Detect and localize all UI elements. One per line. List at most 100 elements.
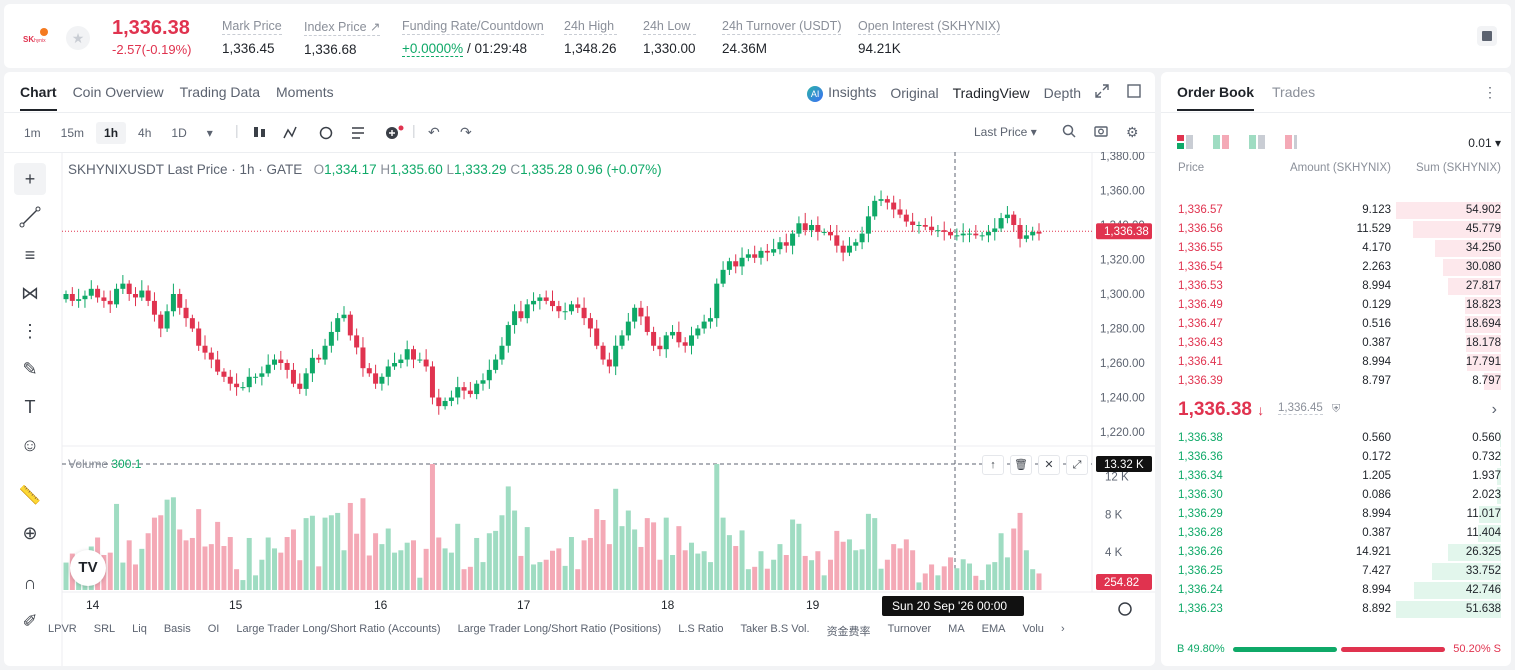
tab-coin-overview[interactable]: Coin Overview — [72, 84, 164, 100]
timeframe-1h[interactable]: 1h — [96, 122, 127, 144]
chevron-right-icon[interactable]: › — [1060, 623, 1065, 635]
bid-row[interactable]: 1,336.24 8.994 42.746 — [1161, 581, 1511, 600]
candle-body — [164, 311, 170, 329]
bid-row[interactable]: 1,336.29 8.994 11.017 — [1161, 505, 1511, 524]
bid-row[interactable]: 1,336.38 0.560 0.560 — [1161, 429, 1511, 448]
precision-select[interactable]: 0.01 ▾ — [1468, 136, 1501, 150]
indicator-ls-positions[interactable]: Large Trader Long/Short Ratio (Positions… — [457, 623, 662, 635]
ask-row[interactable]: 1,336.49 0.129 18.823 — [1161, 296, 1511, 315]
indicator-srl[interactable]: SRL — [93, 623, 116, 635]
stat-index-price[interactable]: Index Price ↗ 1,336.68 — [304, 19, 381, 57]
indicator-lpvr[interactable]: LPVR — [48, 623, 77, 635]
camera-icon[interactable] — [1094, 124, 1108, 141]
bid-row[interactable]: 1,336.26 14.921 26.325 — [1161, 543, 1511, 562]
indicator-ma[interactable]: MA — [948, 623, 965, 635]
indicator-volume[interactable]: Volu — [1022, 623, 1044, 635]
candles-icon[interactable] — [254, 127, 265, 137]
book-icon[interactable] — [1477, 26, 1497, 46]
indicator-ema[interactable]: EMA — [981, 623, 1006, 635]
price-type-select[interactable]: Last Price ▾ — [974, 125, 1037, 139]
window-icon[interactable] — [1127, 84, 1141, 101]
text-tool-icon[interactable]: T — [24, 397, 36, 417]
tab-trades[interactable]: Trades — [1272, 84, 1316, 100]
timeframe-4h[interactable]: 4h — [138, 126, 152, 140]
ask-row[interactable]: 1,336.56 11.529 45.779 — [1161, 220, 1511, 239]
timeframe-1m[interactable]: 1m — [24, 126, 41, 140]
layout-bids-icon[interactable] — [1213, 135, 1229, 149]
indicator-turnover[interactable]: Turnover — [887, 623, 932, 635]
indicator-ls-accounts[interactable]: Large Trader Long/Short Ratio (Accounts) — [236, 623, 441, 635]
tab-moments[interactable]: Moments — [276, 84, 334, 100]
brush-tool-icon[interactable]: ✎ — [22, 359, 38, 379]
bid-row[interactable]: 1,336.34 1.205 1.937 — [1161, 467, 1511, 486]
timeframe-15m[interactable]: 15m — [60, 126, 85, 140]
tradingview-logo[interactable]: TV — [70, 550, 106, 586]
tab-chart[interactable]: Chart — [20, 84, 57, 111]
undo-icon[interactable]: ↶ — [428, 124, 440, 140]
indicator-basis[interactable]: Basis — [163, 623, 191, 635]
add-indicator-icon[interactable] — [386, 125, 404, 140]
volume-bar — [341, 550, 347, 590]
view-original[interactable]: Original — [890, 85, 939, 101]
layout-asks-only-icon[interactable] — [1285, 135, 1297, 149]
bid-row[interactable]: 1,336.28 0.387 11.404 — [1161, 524, 1511, 543]
tab-trading-data[interactable]: Trading Data — [179, 84, 261, 100]
layout-both-icon[interactable] — [1177, 135, 1193, 149]
bid-row[interactable]: 1,336.25 7.427 33.752 — [1161, 562, 1511, 581]
insights-button[interactable]: AI Insights — [807, 84, 876, 102]
indicator-funding-rate[interactable]: 资金费率 — [826, 626, 871, 638]
search-icon[interactable] — [1062, 124, 1076, 141]
expand-icon[interactable] — [1095, 84, 1109, 101]
magnet-tool-icon[interactable]: ∩ — [23, 573, 37, 593]
collapse-icon[interactable]: ✕ — [1038, 455, 1060, 475]
ask-row[interactable]: 1,336.43 0.387 18.178 — [1161, 334, 1511, 353]
ask-row[interactable]: 1,336.41 8.994 17.791 — [1161, 353, 1511, 372]
fib-tool-icon[interactable]: ≡ — [24, 245, 36, 265]
ruler-tool-icon[interactable]: 📏 — [18, 485, 42, 505]
templates-icon[interactable] — [352, 127, 364, 139]
ask-row[interactable]: 1,336.55 4.170 34.250 — [1161, 239, 1511, 258]
zoom-in-tool-icon[interactable]: ⊕ — [22, 523, 38, 543]
indicators-icon[interactable] — [283, 126, 297, 139]
projection-tool-icon[interactable]: ⋮ — [21, 321, 39, 341]
chevron-down-icon[interactable]: ▾ — [206, 126, 213, 140]
ask-row[interactable]: 1,336.54 2.263 30.080 — [1161, 258, 1511, 277]
view-depth[interactable]: Depth — [1043, 85, 1081, 101]
replay-icon[interactable] — [319, 126, 333, 140]
move-up-icon[interactable]: ↑ — [982, 455, 1004, 475]
candle-body — [865, 216, 871, 234]
trendline-tool-icon[interactable] — [14, 201, 46, 233]
ask-row[interactable]: 1,336.53 8.994 27.817 — [1161, 277, 1511, 296]
layout-bids-only-icon[interactable] — [1249, 135, 1265, 149]
delete-icon[interactable]: 🗑 — [1010, 455, 1032, 475]
favorite-star-icon[interactable]: ★ — [66, 26, 90, 50]
pencil-lock-icon[interactable]: ✐ — [22, 611, 38, 631]
chevron-right-icon[interactable]: › — [1491, 401, 1497, 418]
ask-row[interactable]: 1,336.39 8.797 8.797 — [1161, 372, 1511, 391]
timeframe-1d[interactable]: 1D — [171, 126, 187, 140]
indicator-oi[interactable]: OI — [207, 623, 220, 635]
settings-gear-icon[interactable]: ⚙ — [1126, 124, 1139, 140]
emoji-tool-icon[interactable]: ☺ — [20, 435, 40, 455]
indicator-taker-vol[interactable]: Taker B.S Vol. — [740, 623, 810, 635]
volume-bar — [493, 530, 499, 590]
maximize-icon[interactable]: ⤢ — [1066, 455, 1088, 475]
candlestick-chart[interactable]: 1,380.001,360.001,340.001,320.001,300.00… — [4, 152, 1155, 666]
bid-row[interactable]: 1,336.36 0.172 0.732 — [1161, 448, 1511, 467]
pattern-tool-icon[interactable]: ⋈ — [21, 283, 39, 303]
crosshair-tool-icon[interactable]: + — [14, 163, 46, 195]
candle-body — [284, 363, 290, 370]
redo-icon[interactable]: ↷ — [460, 124, 472, 140]
more-options-icon[interactable]: ⋮ — [1483, 84, 1497, 100]
volume-bar — [657, 559, 663, 590]
view-tradingview[interactable]: TradingView — [952, 85, 1030, 101]
bid-row[interactable]: 1,336.30 0.086 2.023 — [1161, 486, 1511, 505]
indicator-liq[interactable]: Liq — [132, 623, 147, 635]
ask-row[interactable]: 1,336.47 0.516 18.694 — [1161, 315, 1511, 334]
bid-row[interactable]: 1,336.23 8.892 51.638 — [1161, 600, 1511, 619]
candle-body — [714, 283, 720, 319]
tab-order-book[interactable]: Order Book — [1177, 84, 1255, 111]
axis-settings-icon[interactable] — [1118, 602, 1132, 616]
indicator-ls-ratio[interactable]: L.S Ratio — [678, 623, 724, 635]
ask-row[interactable]: 1,336.57 9.123 54.902 — [1161, 201, 1511, 220]
